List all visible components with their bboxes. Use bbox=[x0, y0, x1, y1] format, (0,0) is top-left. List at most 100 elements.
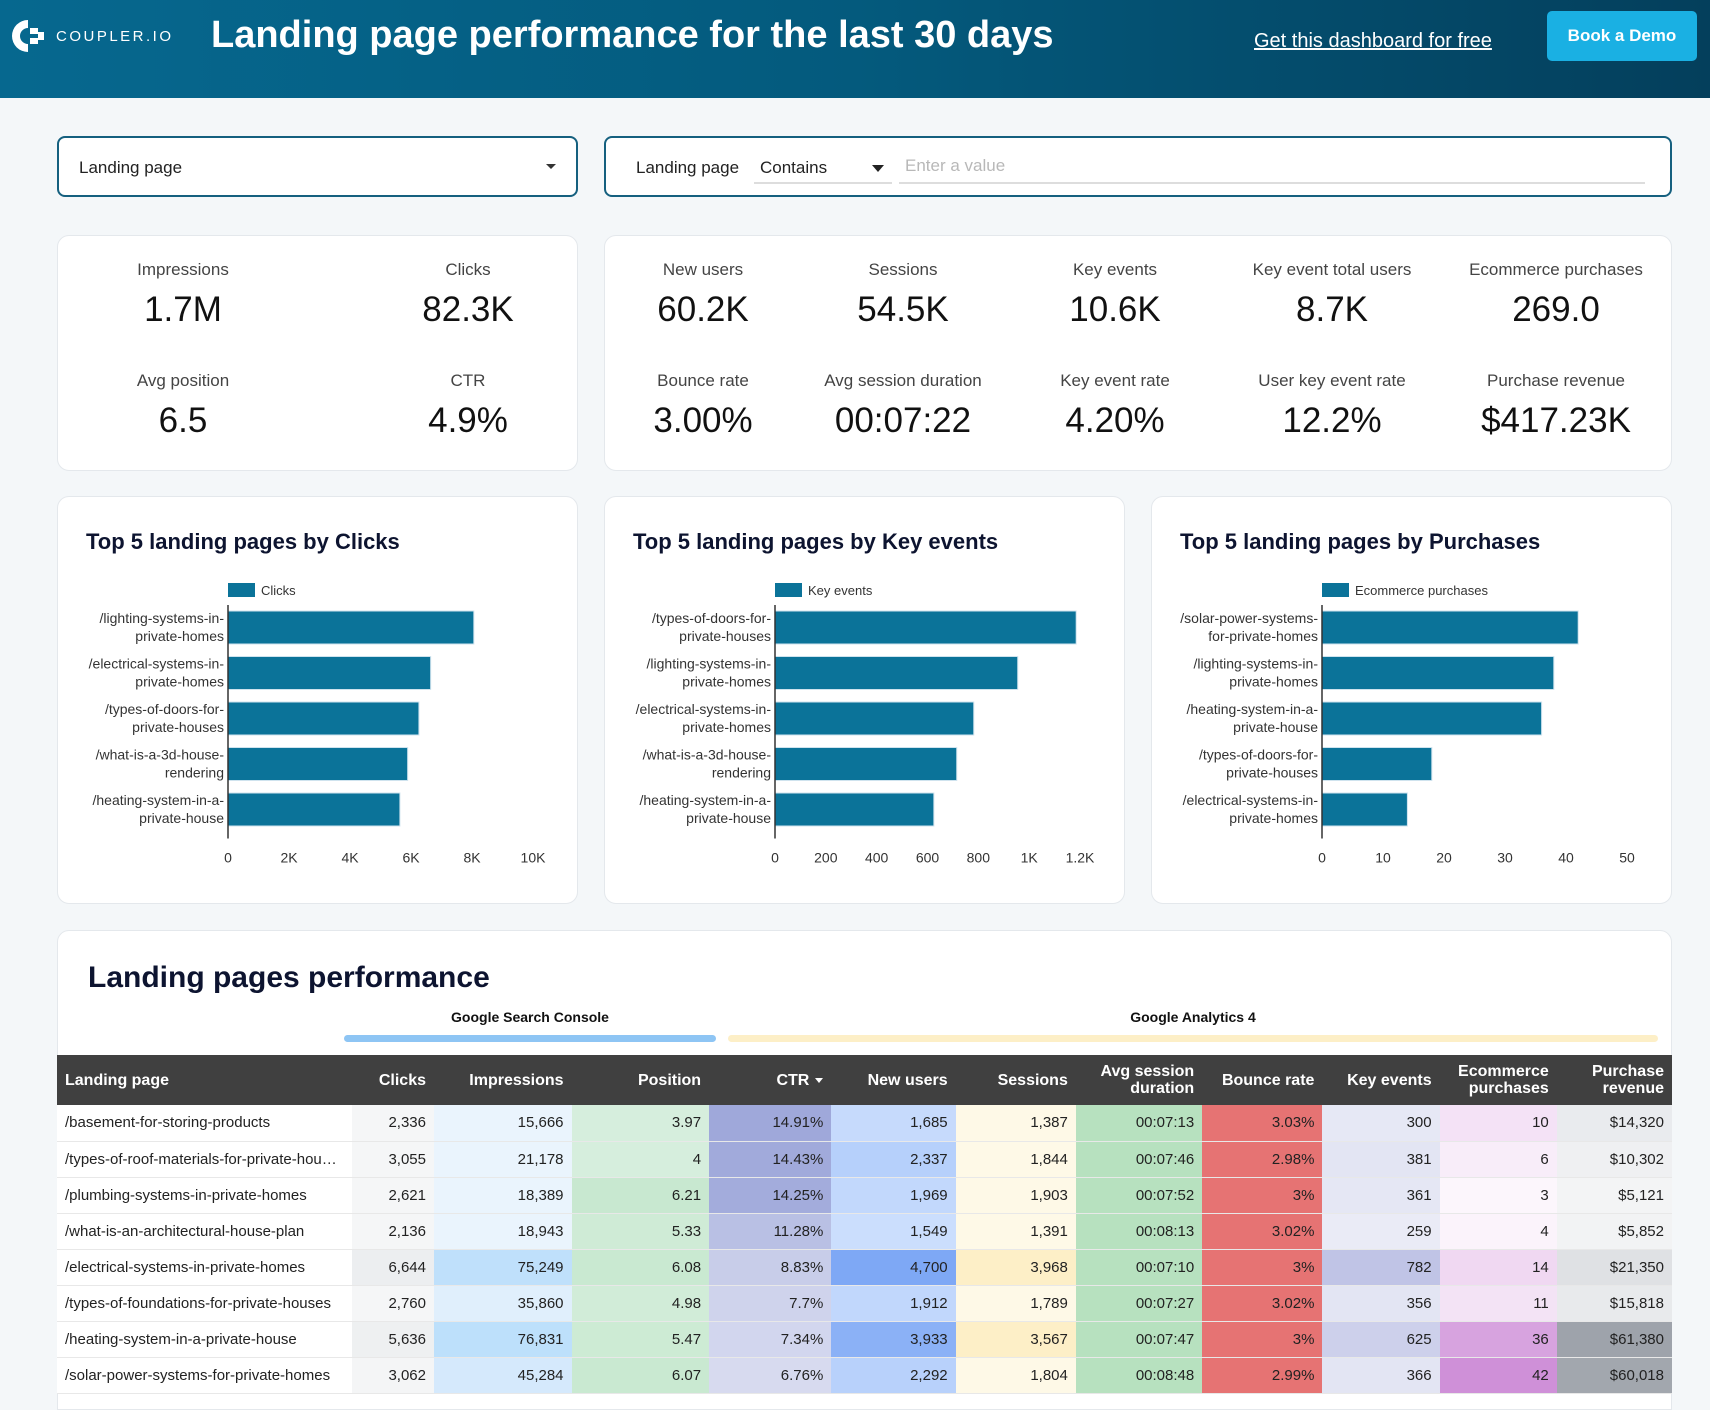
caret-down-icon bbox=[872, 165, 884, 172]
bar[interactable] bbox=[774, 610, 1077, 645]
column-header-clicks[interactable]: Clicks bbox=[352, 1055, 434, 1105]
bar[interactable] bbox=[227, 656, 432, 690]
table-title: Landing pages performance bbox=[88, 961, 490, 994]
legend-label: Clicks bbox=[261, 583, 296, 598]
table-cell: 3,968 bbox=[955, 1249, 1076, 1286]
kpi-ctr: CTR 4.9% bbox=[393, 371, 543, 441]
table-cell: 1,391 bbox=[955, 1213, 1076, 1250]
bar[interactable] bbox=[227, 701, 420, 736]
column-header-purchase-revenue[interactable]: Purchase revenue bbox=[1556, 1055, 1672, 1105]
kpi-label: Key event rate bbox=[1060, 371, 1170, 390]
table-cell: 76,831 bbox=[433, 1321, 572, 1358]
table-cell: 3,567 bbox=[955, 1321, 1076, 1358]
landing-page-dropdown[interactable]: Landing page bbox=[57, 136, 578, 197]
kpi-avg-session-duration: Avg session duration 00:07:22 bbox=[803, 371, 1003, 441]
bar[interactable] bbox=[774, 701, 975, 736]
column-header-sessions[interactable]: Sessions bbox=[955, 1055, 1076, 1105]
bar[interactable] bbox=[227, 792, 401, 827]
filter-value-input[interactable] bbox=[899, 150, 1645, 184]
bar[interactable] bbox=[1321, 747, 1433, 781]
column-header-avg-session-duration[interactable]: Avg session duration bbox=[1075, 1055, 1203, 1105]
table-cell: 3 bbox=[1439, 1177, 1557, 1214]
kpi-key-event-rate: Key event rate 4.20% bbox=[1015, 371, 1215, 441]
bar-chart-purchases: Ecommerce purchases/solar-power-systems-… bbox=[1180, 583, 1635, 866]
column-header-impressions[interactable]: Impressions bbox=[433, 1055, 572, 1105]
column-header-label: Key events bbox=[1347, 1071, 1432, 1089]
get-dashboard-link[interactable]: Get this dashboard for free bbox=[1254, 30, 1492, 52]
bar[interactable] bbox=[774, 747, 958, 781]
table-cell: 75,249 bbox=[433, 1249, 572, 1286]
table-row[interactable]: /plumbing-systems-in-private-homes 2,621 1… bbox=[57, 1177, 1672, 1214]
bar[interactable] bbox=[774, 656, 1019, 690]
table-row[interactable]: /types-of-roof-materials-for-private-hou… bbox=[57, 1141, 1672, 1178]
table-cell: 6,644 bbox=[352, 1249, 434, 1286]
table-cell: 782 bbox=[1322, 1249, 1440, 1286]
kpi-ecommerce-purchases: Ecommerce purchases 269.0 bbox=[1456, 260, 1656, 330]
column-header-landing-page[interactable]: Landing page bbox=[57, 1055, 353, 1105]
table-cell: 3,055 bbox=[352, 1141, 434, 1178]
table-cell: 00:07:27 bbox=[1075, 1285, 1203, 1322]
column-header-key-events[interactable]: Key events bbox=[1322, 1055, 1440, 1105]
category-label: /lighting-systems-in-private-homes bbox=[100, 610, 225, 644]
column-header-ecommerce-purchases[interactable]: Ecommerce purchases bbox=[1439, 1055, 1557, 1105]
legend-swatch bbox=[1322, 583, 1349, 597]
coupler-logo-icon bbox=[12, 20, 44, 52]
landing-page-cell: /what-is-an-architectural-house-plan bbox=[57, 1213, 353, 1250]
table-cell: 361 bbox=[1322, 1177, 1440, 1214]
table-cell: 2,292 bbox=[831, 1357, 956, 1394]
table-row[interactable]: /heating-system-in-a-private-house 5,636 7… bbox=[57, 1321, 1672, 1358]
bar[interactable] bbox=[1321, 656, 1555, 690]
table-cell: 1,387 bbox=[955, 1105, 1076, 1142]
caret-down-icon bbox=[546, 164, 556, 169]
table-row[interactable]: /solar-power-systems-for-private-homes 3,… bbox=[57, 1357, 1672, 1394]
bar[interactable] bbox=[774, 792, 935, 827]
table-cell: 6 bbox=[1439, 1141, 1557, 1178]
group-label-ga4: Google Analytics 4 bbox=[1130, 1009, 1256, 1025]
bar[interactable] bbox=[1321, 610, 1579, 645]
table-row[interactable]: /what-is-an-architectural-house-plan 2,13… bbox=[57, 1213, 1672, 1250]
table-cell: 00:08:13 bbox=[1075, 1213, 1203, 1250]
gsc-kpi-card: Impressions 1.7M Clicks 82.3K Avg positi… bbox=[57, 235, 578, 471]
table-cell: 7.34% bbox=[709, 1321, 832, 1358]
bar[interactable] bbox=[227, 747, 409, 781]
bar[interactable] bbox=[1321, 792, 1408, 827]
kpi-label: Avg session duration bbox=[824, 371, 982, 390]
table-cell: 14 bbox=[1439, 1249, 1557, 1286]
bar[interactable] bbox=[227, 610, 475, 645]
table-row[interactable]: /basement-for-storing-products 2,336 15,66… bbox=[57, 1105, 1672, 1142]
landing-page-cell: /electrical-systems-in-private-homes bbox=[57, 1249, 353, 1286]
table-cell: 6.76% bbox=[709, 1357, 832, 1394]
table-cell: 5,636 bbox=[352, 1321, 434, 1358]
table-cell: 625 bbox=[1322, 1321, 1440, 1358]
table-cell: 36 bbox=[1439, 1321, 1557, 1358]
column-header-new-users[interactable]: New users bbox=[831, 1055, 956, 1105]
group-label-gsc: Google Search Console bbox=[451, 1009, 609, 1025]
x-tick-label: 200 bbox=[814, 850, 838, 866]
category-label: /heating-system-in-a-private-house bbox=[640, 792, 772, 826]
table-cell: 2.99% bbox=[1202, 1357, 1323, 1394]
kpi-label: User key event rate bbox=[1258, 371, 1406, 390]
bar[interactable] bbox=[1321, 701, 1543, 736]
column-header-ctr[interactable]: CTR bbox=[709, 1055, 832, 1105]
table-cell: 3.97 bbox=[571, 1105, 710, 1142]
table-cell: 6.08 bbox=[571, 1249, 710, 1286]
kpi-value: 82.3K bbox=[422, 290, 514, 329]
column-header-bounce-rate[interactable]: Bounce rate bbox=[1202, 1055, 1323, 1105]
x-tick-label: 800 bbox=[967, 850, 991, 866]
kpi-value: 6.5 bbox=[158, 401, 208, 440]
sort-desc-icon[interactable] bbox=[815, 1077, 824, 1083]
coupler-logo[interactable]: COUPLER.IO bbox=[10, 18, 174, 54]
table-row[interactable]: /electrical-systems-in-private-homes 6,64… bbox=[57, 1249, 1672, 1286]
book-demo-button[interactable]: Book a Demo bbox=[1547, 11, 1697, 61]
table-cell: 21,178 bbox=[433, 1141, 572, 1178]
column-header-position[interactable]: Position bbox=[571, 1055, 710, 1105]
column-header-label: Ecommerce purchases bbox=[1458, 1063, 1549, 1097]
operator-select[interactable]: Contains bbox=[754, 150, 892, 184]
table-row[interactable]: /types-of-foundations-for-private-houses… bbox=[57, 1285, 1672, 1322]
table-cell: 3% bbox=[1202, 1177, 1323, 1214]
table-cell: 18,389 bbox=[433, 1177, 572, 1214]
table-cell: 00:07:46 bbox=[1075, 1141, 1203, 1178]
kpi-key-event-total-users: Key event total users 8.7K bbox=[1232, 260, 1432, 330]
table-cell: 45,284 bbox=[433, 1357, 572, 1394]
table-cell: 3% bbox=[1202, 1321, 1323, 1358]
